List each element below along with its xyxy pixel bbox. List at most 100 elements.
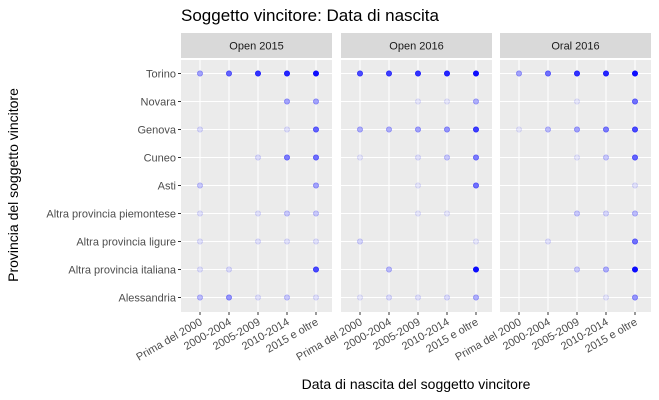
data-point [631,210,638,217]
data-point [385,126,392,133]
data-point [255,210,262,217]
y-tick-label: Genova [137,125,176,137]
facet-strip-label: Open 2015 [229,41,283,53]
data-point [602,266,609,273]
data-point [414,210,421,217]
y-tick-label: Asti [158,181,176,193]
data-point [573,126,580,133]
data-point [631,266,638,273]
data-point [573,98,580,105]
data-point [414,294,421,301]
y-tick-label: Altra provincia piemontese [46,209,176,221]
data-point [255,70,262,77]
data-point [255,154,262,161]
data-point [573,210,580,217]
data-point [356,70,363,77]
y-tick-label: Altra provincia ligure [76,237,176,249]
data-point [472,98,479,105]
data-point [443,98,450,105]
data-point [283,210,290,217]
y-tick-label: Alessandria [119,293,177,305]
data-point [544,126,551,133]
data-point [414,98,421,105]
data-point [385,70,392,77]
data-point [631,126,638,133]
y-tick-label: Torino [146,69,176,81]
data-point [356,238,363,245]
data-point [443,126,450,133]
facet-strip [341,33,492,58]
data-point [312,154,319,161]
data-point [283,70,290,77]
data-point [472,294,479,301]
data-point [197,210,204,217]
data-point [573,266,580,273]
data-point [312,238,319,245]
data-point [356,154,363,161]
data-point [197,182,204,189]
data-point [312,98,319,105]
facet-strip-label: Oral 2016 [551,41,599,53]
data-point [356,126,363,133]
data-point [356,294,363,301]
data-point [631,154,638,161]
data-point [385,294,392,301]
data-point [472,238,479,245]
data-point [472,154,479,161]
data-point [631,238,638,245]
data-point [631,294,638,301]
facet-strip [181,33,332,58]
data-point [414,154,421,161]
data-point [602,70,609,77]
data-point [414,182,421,189]
data-point [443,294,450,301]
data-point [414,70,421,77]
data-point [631,98,638,105]
data-point [515,126,522,133]
data-point [472,70,479,77]
data-point [631,70,638,77]
data-point [197,126,204,133]
facet-strip [500,33,651,58]
data-point [283,154,290,161]
data-point [602,210,609,217]
data-point [544,238,551,245]
data-point [226,266,233,273]
data-point [283,98,290,105]
data-point [631,182,638,189]
data-point [312,210,319,217]
data-point [443,70,450,77]
data-point [226,294,233,301]
data-point [544,70,551,77]
data-point [283,294,290,301]
data-point [197,294,204,301]
data-point [414,126,421,133]
data-point [472,182,479,189]
data-point [197,70,204,77]
data-point [312,182,319,189]
data-point [472,126,479,133]
data-point [312,126,319,133]
data-point [283,126,290,133]
data-point [602,294,609,301]
data-point [312,266,319,273]
y-axis-title: Provincia del soggetto vincitore [5,88,21,282]
chart-title: Soggetto vincitore: Data di nascita [181,6,440,25]
data-point [443,154,450,161]
data-point [255,294,262,301]
data-point [602,126,609,133]
data-point [443,210,450,217]
facet-strip-label: Open 2016 [389,41,443,53]
y-tick-label: Cuneo [144,153,176,165]
data-point [197,238,204,245]
data-point [602,154,609,161]
data-point [312,70,319,77]
data-point [385,266,392,273]
data-point [573,154,580,161]
data-point [312,294,319,301]
data-point [515,70,522,77]
